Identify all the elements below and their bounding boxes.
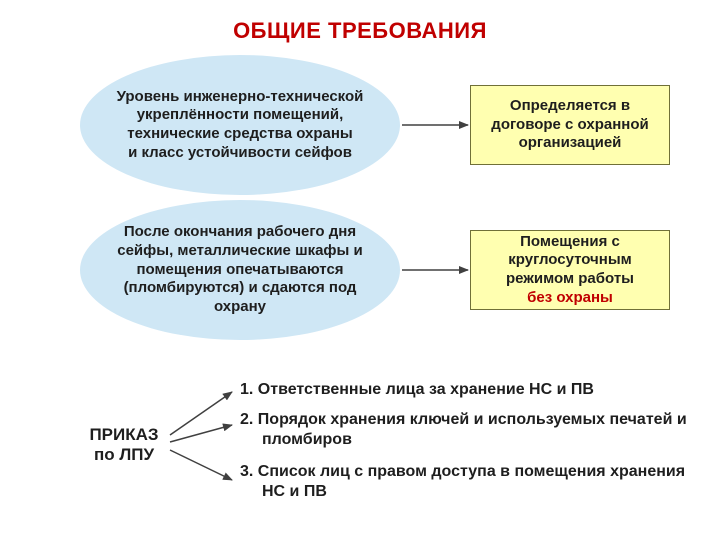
box-contract-defined: Определяется в договоре с охранной орган…: [470, 85, 670, 165]
prikaz-line1: ПРИКАЗ: [89, 425, 158, 444]
prikaz-label: ПРИКАЗ по ЛПУ: [80, 425, 168, 466]
box-24h-no-guard-text: Помещения с круглосуточным режимом работ…: [479, 233, 661, 308]
ellipse-end-of-day-text: После окончания рабочего днясейфы, метал…: [108, 223, 372, 317]
list-item-3: 3. Список лиц с правом доступа в помещен…: [240, 462, 702, 502]
prikaz-line2: по ЛПУ: [94, 445, 154, 464]
arrow-prikaz-to-2: [170, 425, 232, 442]
ellipse-end-of-day: После окончания рабочего днясейфы, метал…: [80, 200, 400, 340]
ellipse-engineering-level-text: Уровень инженерно-технической укреплённо…: [108, 88, 372, 163]
arrow-prikaz-to-1: [170, 392, 232, 435]
list-item-1: 1. Ответственные лица за хранение НС и П…: [240, 380, 670, 400]
list-item-2: 2. Порядок хранения ключей и используемы…: [240, 410, 702, 450]
box-24h-line2: без охраны: [527, 289, 613, 306]
box-24h-no-guard: Помещения с круглосуточным режимом работ…: [470, 230, 670, 310]
box-24h-line1: Помещения с круглосуточным режимом работ…: [506, 233, 634, 288]
ellipse-engineering-level: Уровень инженерно-технической укреплённо…: [80, 55, 400, 195]
box-contract-defined-text: Определяется в договоре с охранной орган…: [479, 97, 661, 153]
arrow-prikaz-to-3: [170, 450, 232, 480]
page-title: ОБЩИЕ ТРЕБОВАНИЯ: [0, 18, 720, 44]
diagram-canvas: ОБЩИЕ ТРЕБОВАНИЯ Уровень инженерно-техни…: [0, 0, 720, 540]
